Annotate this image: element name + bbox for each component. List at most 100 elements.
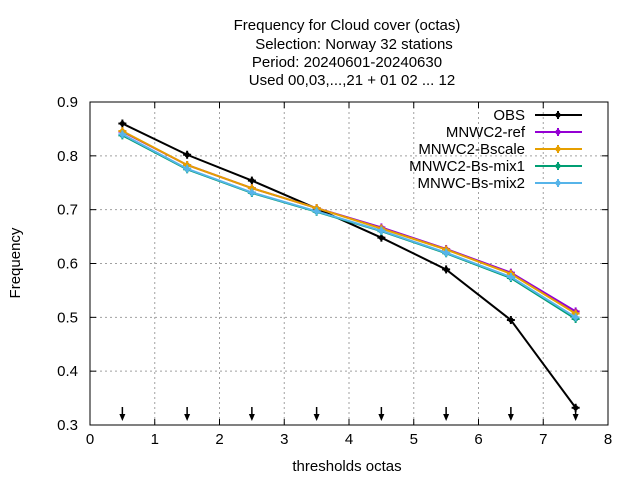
- threshold-arrow-head: [119, 414, 126, 421]
- chart-title: Frequency for Cloud cover (octas) Select…: [234, 17, 461, 89]
- y-tick-label: 0.5: [57, 309, 78, 326]
- threshold-arrow-head: [378, 414, 385, 421]
- x-tick-label: 4: [345, 431, 353, 448]
- y-tick-label: 0.7: [57, 202, 78, 219]
- axis-ticks: [89, 101, 609, 426]
- data-point-dot: [314, 208, 320, 214]
- y-tick-label: 0.3: [57, 417, 78, 434]
- threshold-arrow: [119, 407, 126, 421]
- data-point: [247, 184, 256, 193]
- legend-entry: MNWC2-Bscale: [418, 141, 582, 158]
- legend-marker: [554, 111, 562, 119]
- legend-label: OBS: [493, 107, 525, 124]
- data-point-dot: [443, 250, 449, 256]
- data-point-dot: [508, 317, 514, 323]
- data-point-dot: [508, 274, 514, 280]
- data-point: [247, 176, 256, 185]
- y-tick-label: 0.8: [57, 148, 78, 165]
- threshold-arrow: [378, 407, 385, 421]
- data-point-dot: [378, 228, 384, 234]
- data-point: [183, 164, 192, 173]
- threshold-arrow-head: [184, 414, 191, 421]
- legend-marker: [554, 179, 562, 187]
- data-point-dot: [249, 185, 255, 191]
- y-axis-label: Frequency: [7, 227, 24, 298]
- legend-marker-dot: [555, 180, 561, 186]
- data-point-dot: [573, 314, 579, 320]
- x-tick-label: 7: [539, 431, 547, 448]
- y-tick-label: 0.4: [57, 363, 78, 380]
- title-line-3: Period: 20240601-20240630: [252, 54, 442, 71]
- title-line-4: Used 00,03,...,21 + 01 02 ... 12: [249, 72, 455, 89]
- data-point-dot: [249, 177, 255, 184]
- threshold-arrow: [248, 407, 255, 421]
- x-tick-label: 0: [86, 431, 94, 448]
- data-point: [571, 313, 580, 322]
- data-point: [506, 272, 515, 281]
- data-point: [183, 150, 192, 159]
- threshold-arrows: [119, 407, 579, 421]
- legend-entry: MNWC2-ref: [446, 124, 582, 141]
- y-tick-label: 0.6: [57, 256, 78, 273]
- threshold-arrow-head: [313, 414, 320, 421]
- legend-label: MNWC2-Bscale: [418, 141, 525, 158]
- legend-marker-dot: [555, 112, 561, 118]
- data-point-dot: [184, 166, 190, 172]
- threshold-arrow: [184, 407, 191, 421]
- data-point: [247, 188, 256, 197]
- series-line: [121, 133, 577, 319]
- legend-marker-dot: [555, 146, 561, 152]
- series-line: [121, 130, 577, 315]
- series-line: [121, 122, 577, 409]
- data-point-dot: [119, 131, 125, 137]
- data-point-dot: [119, 120, 125, 127]
- legend-entry: MNWC2-Bs-mix1: [409, 158, 582, 175]
- data-point-dot: [184, 152, 190, 158]
- x-tick-label: 5: [410, 431, 418, 448]
- x-tick-label: 6: [474, 431, 482, 448]
- legend-entry: MNWC-Bs-mix2: [418, 175, 582, 192]
- threshold-arrow-head: [248, 414, 255, 421]
- data-point: [377, 233, 386, 242]
- data-point-dot: [249, 189, 255, 196]
- legend-marker: [554, 145, 562, 153]
- legend-marker-dot: [555, 129, 561, 135]
- data-point: [118, 119, 127, 128]
- data-point: [312, 207, 321, 216]
- series-layer: [118, 119, 580, 412]
- threshold-arrow-head: [507, 414, 514, 421]
- series-mnwc-bs-mix2: [118, 130, 580, 322]
- legend-marker: [554, 162, 562, 170]
- data-point: [377, 226, 386, 235]
- y-tick-labels: 0.3 0.4 0.5 0.6 0.7 0.8 0.9: [57, 94, 78, 434]
- title-line-2: Selection: Norway 32 stations: [255, 36, 453, 53]
- x-tick-label: 1: [151, 431, 159, 448]
- threshold-arrow: [507, 407, 514, 421]
- data-point-dot: [573, 405, 579, 411]
- data-point: [506, 316, 515, 325]
- y-tick-label: 0.9: [57, 94, 78, 111]
- legend-label: MNWC-Bs-mix2: [418, 175, 525, 192]
- data-point: [118, 130, 127, 139]
- threshold-arrow: [443, 407, 450, 421]
- legend-label: MNWC2-ref: [446, 124, 526, 141]
- data-point-dot: [378, 235, 384, 241]
- data-point: [571, 403, 580, 412]
- threshold-arrow: [313, 407, 320, 421]
- x-tick-label: 8: [604, 431, 612, 448]
- grid: [90, 102, 608, 425]
- legend-marker: [554, 128, 562, 136]
- data-point: [442, 248, 451, 257]
- legend: OBSMNWC2-refMNWC2-BscaleMNWC2-Bs-mix1MNW…: [409, 107, 582, 192]
- x-tick-label: 3: [280, 431, 288, 448]
- data-point-dot: [443, 266, 449, 273]
- legend-marker-dot: [555, 163, 561, 169]
- legend-label: MNWC2-Bs-mix1: [409, 158, 525, 175]
- legend-entry: OBS: [493, 107, 582, 124]
- x-tick-label: 2: [215, 431, 223, 448]
- series-obs: [118, 119, 580, 412]
- threshold-arrow-head: [572, 414, 579, 421]
- x-tick-labels: 0 1 2 3 4 5 6 7 8: [86, 431, 612, 448]
- x-axis-label: thresholds octas: [292, 458, 401, 475]
